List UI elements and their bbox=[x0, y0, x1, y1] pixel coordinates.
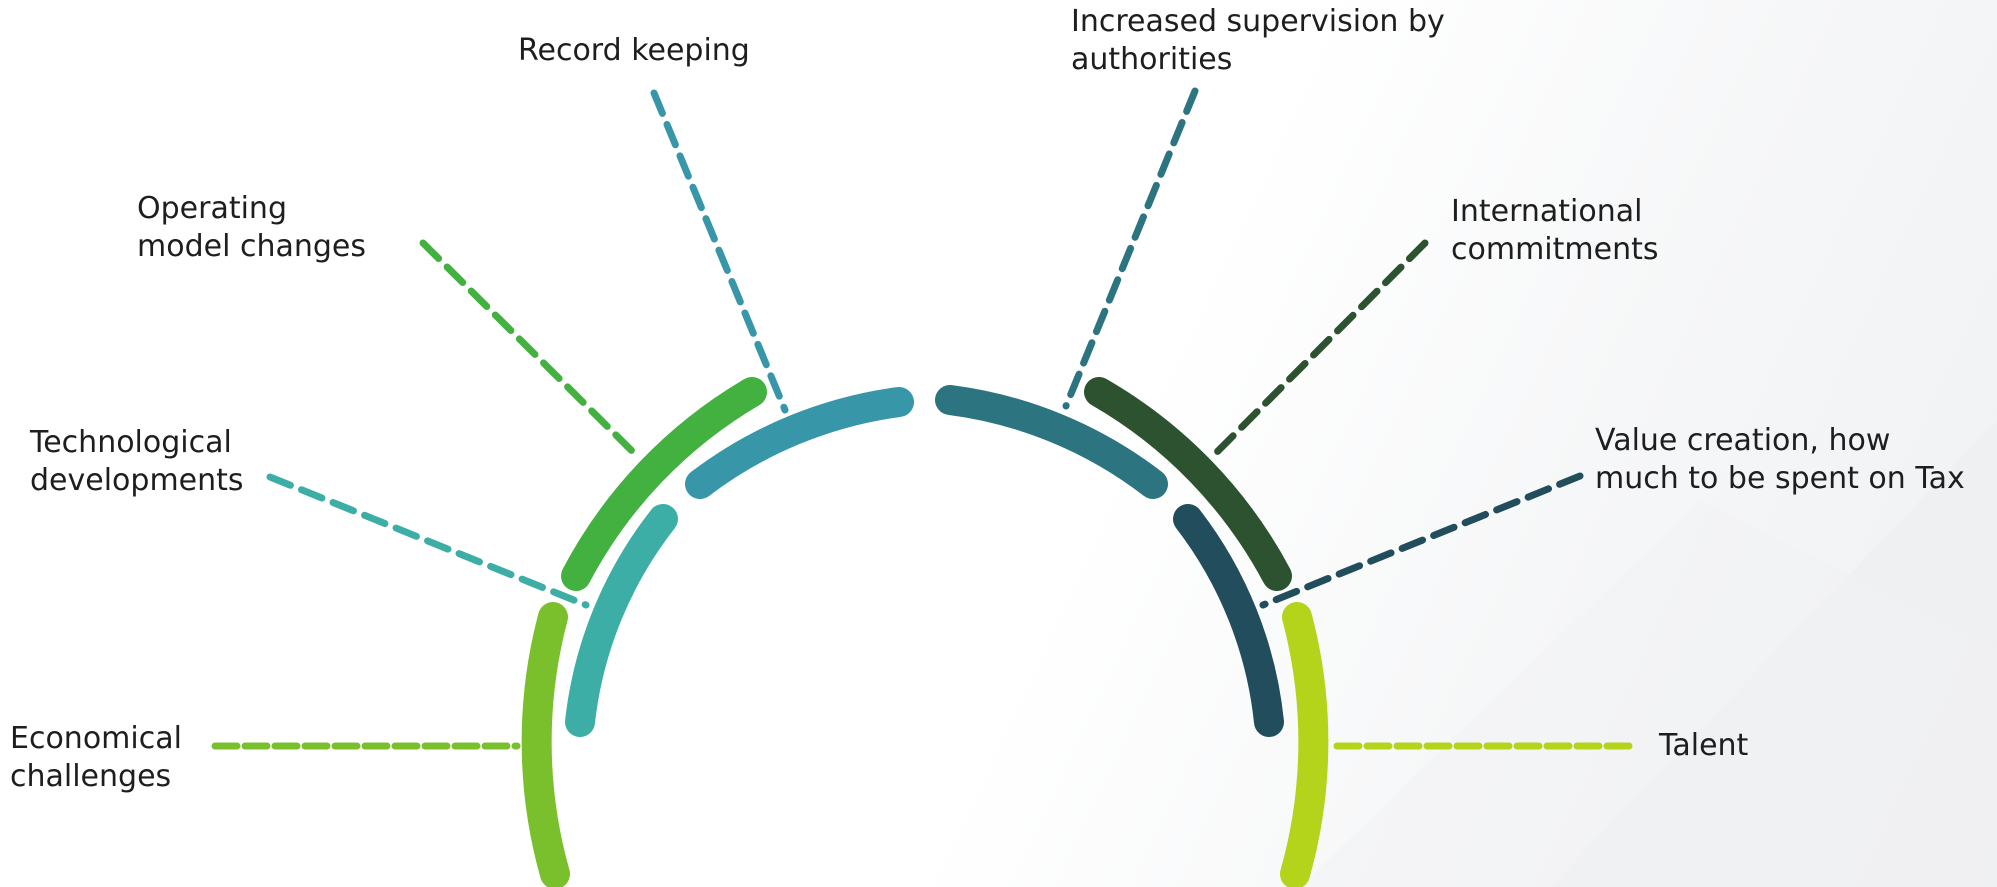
technological-developments-leader-line bbox=[266, 473, 590, 609]
label-increased-supervision: Increased supervision by authorities bbox=[1071, 3, 1445, 79]
label-line: commitments bbox=[1451, 232, 1659, 267]
background-shape bbox=[1300, 500, 1997, 887]
label-line: Record keeping bbox=[518, 33, 750, 68]
label-line: much to be spent on Tax bbox=[1595, 461, 1965, 496]
technological-developments-arc bbox=[565, 504, 678, 737]
label-line: developments bbox=[30, 463, 244, 498]
label-operating-model-changes: Operating model changes bbox=[137, 190, 366, 266]
label-technological-developments: Technological developments bbox=[30, 424, 244, 500]
label-line: Technological bbox=[30, 425, 232, 460]
label-line: model changes bbox=[137, 229, 366, 264]
increased-supervision-arc bbox=[935, 385, 1168, 499]
international-commitments-arc bbox=[1084, 377, 1292, 591]
increased-supervision-leader-line bbox=[1062, 87, 1199, 410]
value-creation-arc bbox=[1173, 504, 1284, 737]
international-commitments-leader-line bbox=[1213, 239, 1429, 456]
label-record-keeping: Record keeping bbox=[518, 32, 750, 70]
economical-challenges-arc bbox=[521, 602, 570, 887]
value-creation-leader-line bbox=[1259, 472, 1584, 609]
label-value-creation: Value creation, how much to be spent on … bbox=[1595, 422, 1965, 498]
label-line: International bbox=[1451, 194, 1643, 229]
operating-model-changes-leader-line bbox=[419, 239, 637, 456]
label-line: challenges bbox=[10, 759, 172, 794]
label-economical-challenges: Economical challenges bbox=[10, 720, 182, 796]
label-international-commitments: International commitments bbox=[1451, 193, 1658, 269]
label-line: Talent bbox=[1659, 728, 1749, 763]
label-line: Increased supervision by bbox=[1071, 4, 1445, 39]
record-keeping-arc bbox=[685, 387, 914, 499]
label-talent: Talent bbox=[1659, 727, 1748, 765]
talent-arc bbox=[1280, 602, 1329, 887]
label-line: authorities bbox=[1071, 42, 1233, 77]
label-line: Value creation, how bbox=[1595, 423, 1891, 458]
label-line: Economical bbox=[10, 721, 182, 756]
operating-model-changes-arc bbox=[561, 377, 767, 591]
label-line: Operating bbox=[137, 191, 287, 226]
record-keeping-leader-line bbox=[650, 89, 789, 414]
